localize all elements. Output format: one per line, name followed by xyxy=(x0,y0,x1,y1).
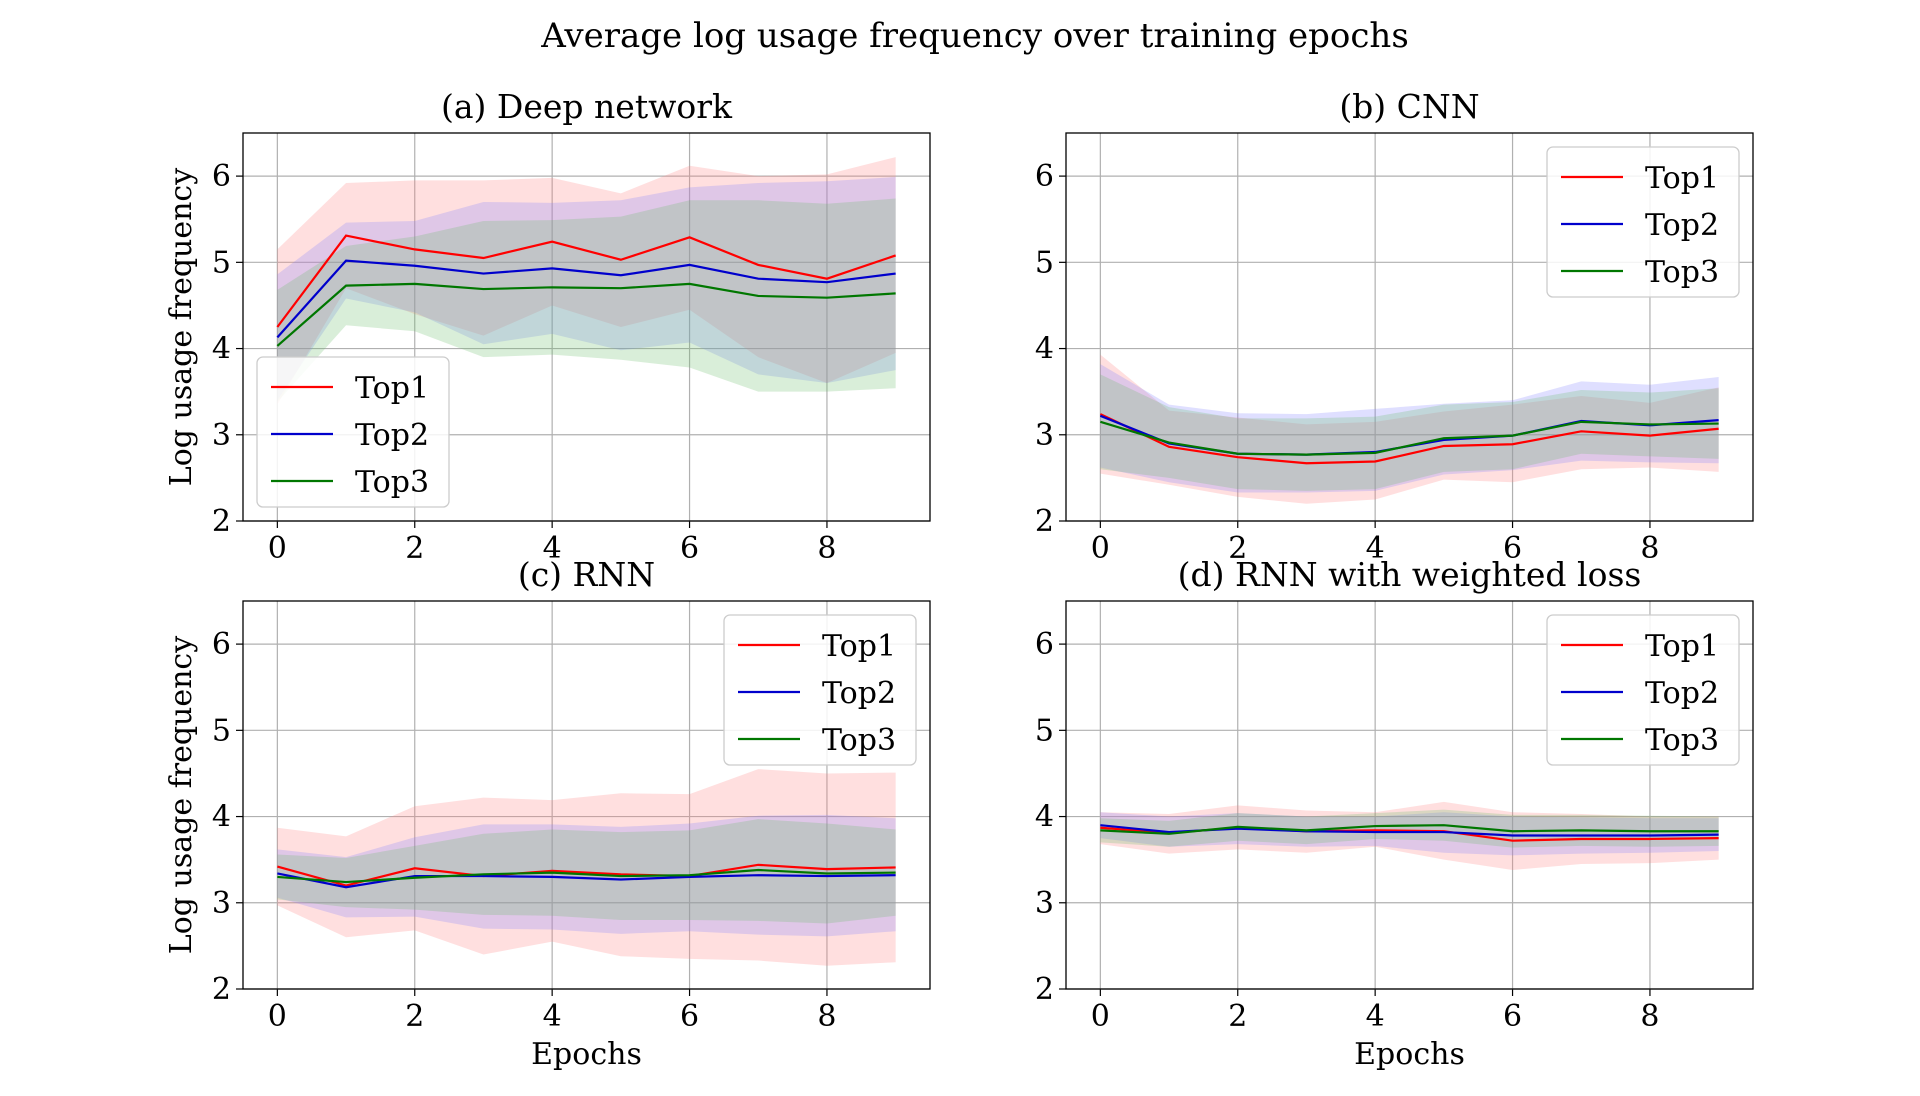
y-tick-label: 2 xyxy=(1035,972,1054,1007)
panels: 0 2 4 6 8 2 3 4 5 6 (a) Deep network Log usage freq… xyxy=(164,87,1754,1072)
band-top3 xyxy=(1100,809,1719,848)
y-tick-label: 2 xyxy=(212,504,231,539)
x-tick-label: 6 xyxy=(680,999,699,1034)
x-tick-label: 0 xyxy=(268,999,287,1034)
x-tick-label: 8 xyxy=(817,999,836,1034)
legend: Top1 Top2 Top3 xyxy=(1546,614,1740,766)
band-top2 xyxy=(277,814,896,937)
legend-label-top1: Top1 xyxy=(1645,629,1719,664)
line-top3 xyxy=(277,868,896,884)
legend: Top1 Top2 Top3 xyxy=(723,614,917,766)
chart-panel-4: 0 2 4 6 8 2 3 4 5 6 (d) RNN with weighted loss Epoc… xyxy=(1035,555,1754,1072)
band-top2 xyxy=(1100,364,1719,493)
legend-label-top3: Top3 xyxy=(355,465,429,500)
line-top1 xyxy=(277,863,896,887)
axes-frame xyxy=(242,600,931,990)
legend-label-top2: Top2 xyxy=(1645,676,1719,711)
x-tick-label: 2 xyxy=(405,999,424,1034)
chart-panel-3: 0 2 4 6 8 2 3 4 5 6 (c) RNN Log usage frequency Epoc… xyxy=(164,555,931,1072)
band-top2 xyxy=(1100,812,1719,856)
axes-frame xyxy=(242,132,931,522)
y-tick-label: 4 xyxy=(1035,332,1054,367)
band-top3 xyxy=(1100,374,1719,491)
panel-title: (d) RNN with weighted loss xyxy=(1178,555,1642,594)
y-tick-label: 5 xyxy=(212,245,231,280)
x-tick-label: 4 xyxy=(1366,999,1385,1034)
y-tick-label: 6 xyxy=(1035,159,1054,194)
line-top1 xyxy=(1099,413,1719,465)
band-top3 xyxy=(277,198,896,403)
x-tick-label: 4 xyxy=(543,999,562,1034)
line-top3 xyxy=(1100,420,1719,456)
chart-panel-2: 0 2 4 6 8 2 3 4 5 6 (b) CNN Top1 Top2 Top3 xyxy=(1035,87,1754,566)
x-axis-label: Epochs xyxy=(1354,1037,1465,1072)
y-tick-label: 3 xyxy=(1035,418,1054,453)
x-tick-label: 6 xyxy=(680,531,699,566)
legend: Top1 Top2 Top3 xyxy=(256,356,450,508)
axes-frame xyxy=(1065,132,1754,522)
legend-label-top1: Top1 xyxy=(822,629,896,664)
legend-label-top2: Top2 xyxy=(822,676,896,711)
y-tick-label: 6 xyxy=(1035,627,1054,662)
legend-label-top2: Top2 xyxy=(355,418,429,453)
x-tick-label: 8 xyxy=(817,531,836,566)
x-tick-label: 4 xyxy=(543,531,562,566)
x-tick-label: 4 xyxy=(1366,531,1385,566)
x-tick-label: 6 xyxy=(1503,531,1522,566)
y-tick-label: 6 xyxy=(212,159,231,194)
chart-panel-1: 0 2 4 6 8 2 3 4 5 6 (a) Deep network Log usage freq… xyxy=(164,87,931,566)
line-top2 xyxy=(277,872,896,889)
legend-label-top3: Top3 xyxy=(822,723,896,758)
y-tick-label: 4 xyxy=(212,800,231,835)
axes-frame xyxy=(1065,600,1754,990)
band-top1 xyxy=(1100,354,1719,504)
line-top2 xyxy=(276,259,896,339)
x-tick-label: 2 xyxy=(405,531,424,566)
y-tick-label: 2 xyxy=(212,972,231,1007)
band-top1 xyxy=(1100,801,1719,871)
y-tick-label: 4 xyxy=(1035,800,1054,835)
legend-box xyxy=(1546,146,1740,298)
x-tick-label: 8 xyxy=(1640,531,1659,566)
y-tick-label: 4 xyxy=(212,332,231,367)
x-axis-label: Epochs xyxy=(531,1037,642,1072)
legend: Top1 Top2 Top3 xyxy=(1546,146,1740,298)
y-axis-label: Log usage frequency xyxy=(164,168,199,486)
legend-box xyxy=(1546,614,1740,766)
legend-label-top1: Top1 xyxy=(1645,161,1719,196)
y-tick-label: 5 xyxy=(1035,713,1054,748)
panel-title: (a) Deep network xyxy=(441,87,733,126)
line-top1 xyxy=(276,234,897,328)
y-tick-label: 2 xyxy=(1035,504,1054,539)
x-tick-label: 0 xyxy=(268,531,287,566)
legend-label-top2: Top2 xyxy=(1645,208,1719,243)
x-tick-label: 0 xyxy=(1091,999,1110,1034)
band-top1 xyxy=(277,769,896,966)
panel-title: (c) RNN xyxy=(518,555,655,594)
band-top3 xyxy=(277,819,896,924)
legend-label-top3: Top3 xyxy=(1645,255,1719,290)
line-top3 xyxy=(276,282,896,347)
figure-title: Average log usage frequency over trainin… xyxy=(540,16,1409,56)
band-top1 xyxy=(277,157,896,405)
y-tick-label: 3 xyxy=(212,418,231,453)
y-tick-label: 6 xyxy=(212,627,231,662)
legend-box xyxy=(256,356,450,508)
y-axis-label: Log usage frequency xyxy=(164,636,199,954)
line-top3 xyxy=(1100,824,1719,835)
panel-title: (b) CNN xyxy=(1339,87,1479,126)
x-tick-label: 0 xyxy=(1091,531,1110,566)
y-tick-label: 3 xyxy=(212,886,231,921)
legend-label-top1: Top1 xyxy=(355,371,429,406)
legend-box xyxy=(723,614,917,766)
x-tick-label: 2 xyxy=(1228,999,1247,1034)
legend-label-top3: Top3 xyxy=(1645,723,1719,758)
y-tick-label: 5 xyxy=(1035,245,1054,280)
x-tick-label: 2 xyxy=(1228,531,1247,566)
x-tick-label: 6 xyxy=(1503,999,1522,1034)
x-tick-label: 8 xyxy=(1640,999,1659,1034)
y-tick-label: 5 xyxy=(212,713,231,748)
y-tick-label: 3 xyxy=(1035,886,1054,921)
